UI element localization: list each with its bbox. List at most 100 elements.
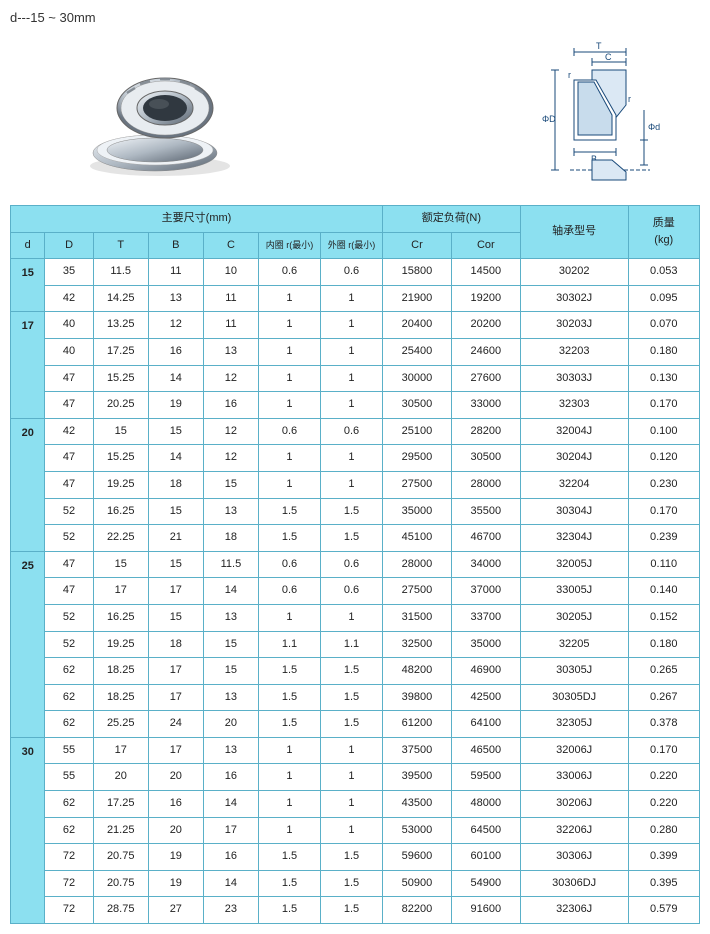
cell-ir: 0.6 (258, 551, 320, 578)
cell-Cor: 37000 (451, 578, 520, 605)
cell-ir: 1.5 (258, 684, 320, 711)
cell-kg: 0.395 (628, 870, 699, 897)
cell-T: 17 (93, 737, 148, 764)
cell-D: 47 (45, 471, 93, 498)
cell-B: 17 (148, 658, 203, 685)
cell-C: 12 (203, 445, 258, 472)
cell-C: 18 (203, 525, 258, 552)
table-row: 174013.25121111204002020030203J0.070 (11, 312, 700, 339)
cell-D: 42 (45, 418, 93, 445)
cell-m: 30203J (520, 312, 628, 339)
cell-Cr: 39800 (382, 684, 451, 711)
cell-B: 15 (148, 551, 203, 578)
cell-kg: 0.220 (628, 764, 699, 791)
table-row: 6218.2517151.51.5482004690030305J0.265 (11, 658, 700, 685)
cell-T: 15 (93, 418, 148, 445)
cell-Cr: 61200 (382, 711, 451, 738)
table-row: 6225.2524201.51.5612006410032305J0.378 (11, 711, 700, 738)
cell-D: 62 (45, 791, 93, 818)
cell-or: 1 (320, 445, 382, 472)
table-body: 153511.511100.60.61580014500302020.05342… (11, 259, 700, 924)
cell-Cor: 42500 (451, 684, 520, 711)
cell-B: 16 (148, 338, 203, 365)
cell-B: 16 (148, 791, 203, 818)
cell-ir: 1 (258, 791, 320, 818)
cell-T: 17 (93, 578, 148, 605)
cell-ir: 1 (258, 285, 320, 312)
cell-m: 30305J (520, 658, 628, 685)
cell-Cr: 45100 (382, 525, 451, 552)
cell-C: 13 (203, 684, 258, 711)
cell-Cor: 33700 (451, 604, 520, 631)
cell-C: 12 (203, 365, 258, 392)
cell-kg: 0.110 (628, 551, 699, 578)
cell-ir: 0.6 (258, 418, 320, 445)
cell-or: 1 (320, 338, 382, 365)
cell-D: 47 (45, 578, 93, 605)
cell-ir: 1.5 (258, 498, 320, 525)
cell-C: 20 (203, 711, 258, 738)
header-outer: 外圈 r(最小) (320, 232, 382, 259)
header-T: T (93, 232, 148, 259)
cell-Cr: 27500 (382, 471, 451, 498)
cell-D: 62 (45, 684, 93, 711)
cell-Cr: 82200 (382, 897, 451, 924)
cell-ir: 1 (258, 392, 320, 419)
table-row: 6217.25161411435004800030206J0.220 (11, 791, 700, 818)
cell-m: 30303J (520, 365, 628, 392)
cell-ir: 1 (258, 817, 320, 844)
cell-kg: 0.180 (628, 338, 699, 365)
cell-T: 15.25 (93, 365, 148, 392)
table-row: 4017.251613112540024600322030.180 (11, 338, 700, 365)
table-row: 6221.25201711530006450032206J0.280 (11, 817, 700, 844)
header-Cor: Cor (451, 232, 520, 259)
cell-kg: 0.180 (628, 631, 699, 658)
cell-or: 1.5 (320, 870, 382, 897)
cell-Cr: 30500 (382, 392, 451, 419)
page-title: d---15 ~ 30mm (10, 10, 700, 25)
cell-kg: 0.220 (628, 791, 699, 818)
cell-Cor: 28200 (451, 418, 520, 445)
cell-or: 1 (320, 737, 382, 764)
cell-D: 47 (45, 445, 93, 472)
cell-d: 25 (11, 551, 45, 737)
cell-Cor: 30500 (451, 445, 520, 472)
cell-Cr: 50900 (382, 870, 451, 897)
cell-m: 30202 (520, 259, 628, 286)
cell-kg: 0.170 (628, 392, 699, 419)
cell-m: 33005J (520, 578, 628, 605)
label-r2: r (628, 94, 631, 104)
cell-m: 32006J (520, 737, 628, 764)
cell-Cor: 46700 (451, 525, 520, 552)
cell-T: 13.25 (93, 312, 148, 339)
cell-m: 33006J (520, 764, 628, 791)
table-row: 4214.25131111219001920030302J0.095 (11, 285, 700, 312)
cell-ir: 1.5 (258, 870, 320, 897)
cell-B: 15 (148, 498, 203, 525)
cell-Cor: 64100 (451, 711, 520, 738)
cell-Cor: 46500 (451, 737, 520, 764)
cell-B: 20 (148, 817, 203, 844)
cell-B: 11 (148, 259, 203, 286)
cell-m: 32306J (520, 897, 628, 924)
cell-D: 62 (45, 711, 93, 738)
cell-Cor: 64500 (451, 817, 520, 844)
table-row: 4715.25141211300002760030303J0.130 (11, 365, 700, 392)
cell-Cr: 25400 (382, 338, 451, 365)
cell-D: 72 (45, 897, 93, 924)
cell-kg: 0.140 (628, 578, 699, 605)
cell-B: 19 (148, 844, 203, 871)
cell-ir: 1 (258, 604, 320, 631)
cell-or: 1 (320, 604, 382, 631)
cell-T: 15.25 (93, 445, 148, 472)
cell-C: 13 (203, 498, 258, 525)
cell-Cor: 46900 (451, 658, 520, 685)
cell-Cor: 20200 (451, 312, 520, 339)
image-row: T C r ΦD Φd r (10, 40, 700, 185)
cell-C: 11.5 (203, 551, 258, 578)
cell-m: 32205 (520, 631, 628, 658)
table-row: 305517171311375004650032006J0.170 (11, 737, 700, 764)
cell-B: 17 (148, 684, 203, 711)
cell-B: 12 (148, 312, 203, 339)
header-D: D (45, 232, 93, 259)
